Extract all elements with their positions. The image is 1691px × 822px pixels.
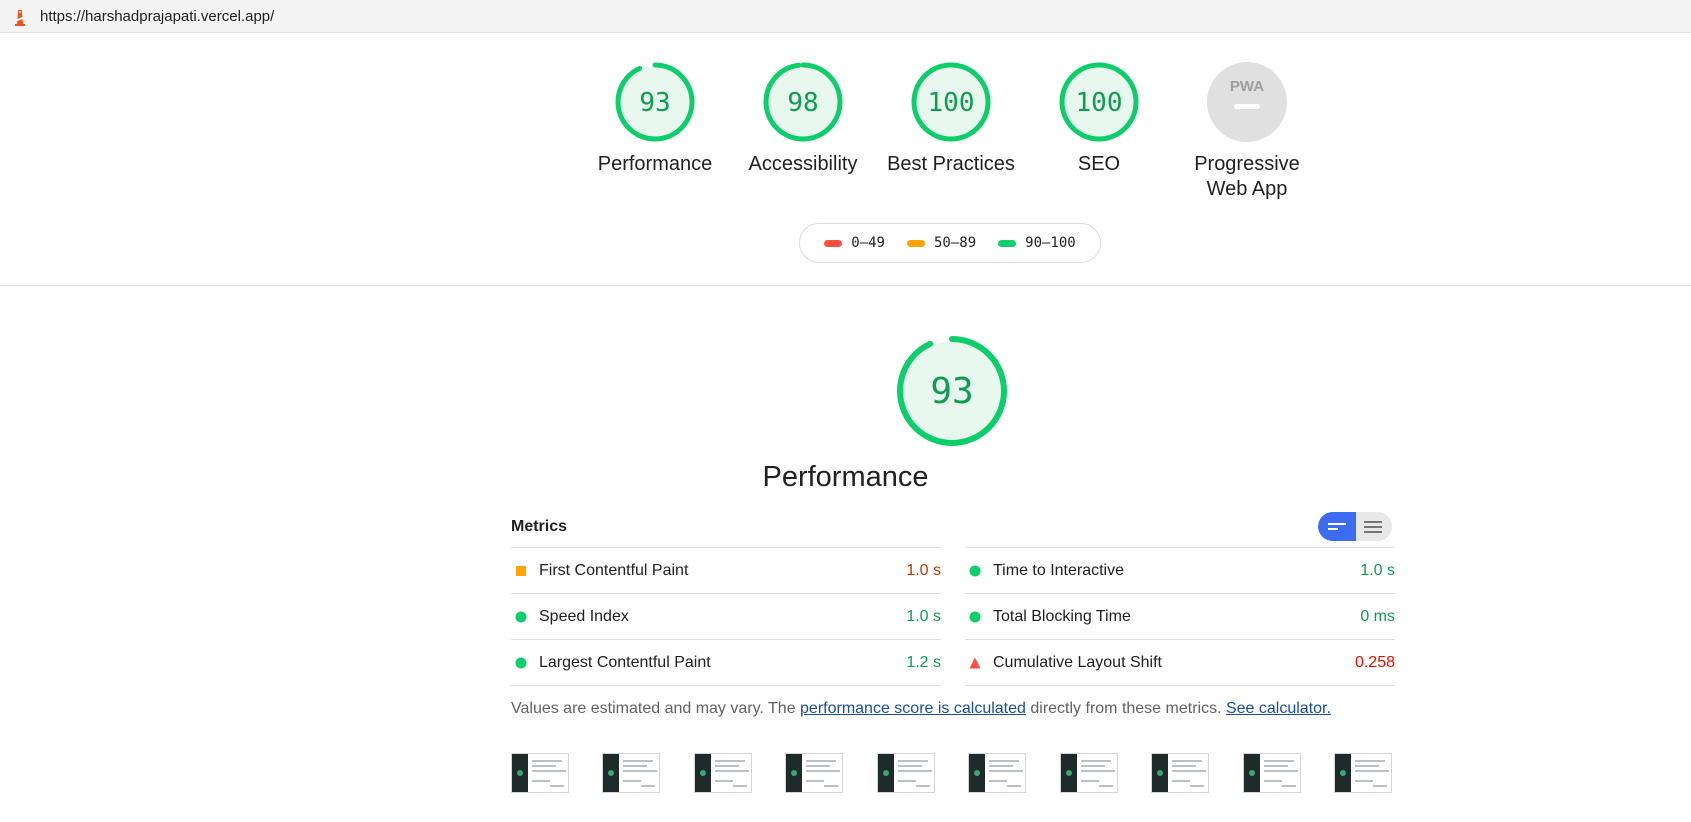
gauge-accessibility[interactable]: 98 Accessibility bbox=[733, 60, 873, 177]
metric-value: 1.0 s bbox=[906, 608, 941, 625]
legend-item-pass: 90–100 bbox=[998, 235, 1076, 251]
average-pill-icon bbox=[906, 239, 925, 247]
metric-row-tbt: Total Blocking Time 0 ms bbox=[965, 593, 1395, 639]
score-calculated-link[interactable]: performance score is calculated bbox=[800, 700, 1026, 717]
gauge-performance[interactable]: 93 Performance bbox=[585, 60, 725, 177]
gauge-label-performance: Performance bbox=[597, 153, 713, 175]
best-practices-score-gauge: 100 bbox=[911, 62, 991, 142]
gauge-label-pwa-line1: Progressive bbox=[1194, 153, 1300, 175]
fail-pill-icon bbox=[824, 239, 843, 247]
square-icon bbox=[516, 566, 526, 576]
filmstrip-frame bbox=[694, 753, 752, 793]
circle-icon bbox=[969, 611, 981, 623]
expanded-view-icon[interactable] bbox=[1364, 520, 1382, 534]
seo-score-gauge: 100 bbox=[1059, 62, 1139, 142]
metric-label: Cumulative Layout Shift bbox=[993, 654, 1162, 671]
filmstrip-frame bbox=[968, 753, 1026, 793]
filmstrip-frame bbox=[785, 753, 843, 793]
legend-item-average: 50–89 bbox=[906, 235, 977, 251]
filmstrip bbox=[511, 753, 1392, 795]
metrics-view-toggle[interactable] bbox=[1318, 512, 1392, 541]
metrics-column-right: Time to Interactive 1.0 s Total Blocking… bbox=[965, 547, 1395, 686]
toggle-compact-view-button[interactable] bbox=[1318, 512, 1356, 541]
metric-row-speed-index: Speed Index 1.0 s bbox=[511, 593, 941, 639]
address-bar[interactable]: https://harshadprajapati.vercel.app/ bbox=[0, 0, 1691, 33]
legend-label-average: 50–89 bbox=[933, 235, 977, 251]
metric-label: Speed Index bbox=[539, 608, 629, 625]
score-scale-legend: 0–49 50–89 90–100 bbox=[799, 223, 1101, 263]
gauge-pwa[interactable]: PWA Progressive Web App bbox=[1177, 60, 1317, 202]
performance-big-gauge: 93 bbox=[895, 334, 1009, 453]
metric-value: 1.0 s bbox=[906, 562, 941, 579]
metric-value: 0 ms bbox=[1360, 608, 1395, 625]
circle-icon bbox=[515, 611, 527, 623]
performance-score-gauge: 93 bbox=[615, 62, 695, 142]
pwa-badge-text: PWA bbox=[1230, 78, 1264, 95]
gauge-best-practices[interactable]: 100 Best Practices bbox=[881, 60, 1021, 177]
performance-score: 93 bbox=[639, 88, 670, 118]
seo-score: 100 bbox=[1076, 88, 1123, 118]
gauge-label-pwa: Progressive Web App bbox=[1177, 152, 1317, 202]
performance-title: Performance bbox=[762, 461, 929, 493]
metric-label: Largest Contentful Paint bbox=[539, 654, 711, 671]
metrics-heading: Metrics bbox=[511, 518, 568, 535]
best-practices-score: 100 bbox=[928, 88, 975, 118]
metric-row-tti: Time to Interactive 1.0 s bbox=[965, 547, 1395, 593]
accessibility-score: 98 bbox=[787, 88, 818, 118]
see-calculator-link[interactable]: See calculator. bbox=[1225, 700, 1331, 717]
note-middle: directly from these metrics. bbox=[1025, 700, 1226, 717]
metrics-disclaimer: Values are estimated and may vary. The p… bbox=[511, 700, 1331, 718]
pass-pill-icon bbox=[998, 239, 1017, 247]
note-prefix: Values are estimated and may vary. The bbox=[511, 700, 801, 717]
filmstrip-frame bbox=[877, 753, 935, 793]
section-divider bbox=[0, 285, 1691, 286]
filmstrip-frame bbox=[1060, 753, 1118, 793]
pwa-badge-icon: PWA bbox=[1207, 62, 1287, 142]
gauge-seo[interactable]: 100 SEO bbox=[1029, 60, 1169, 177]
lighthouse-icon bbox=[15, 10, 25, 26]
performance-big-score: 93 bbox=[930, 371, 973, 412]
accessibility-score-gauge: 98 bbox=[763, 62, 843, 142]
metric-label: First Contentful Paint bbox=[539, 562, 689, 579]
circle-icon bbox=[969, 565, 981, 577]
gauge-label-accessibility: Accessibility bbox=[748, 153, 858, 175]
metric-label: Total Blocking Time bbox=[993, 608, 1131, 625]
gauge-label-seo: SEO bbox=[1077, 153, 1121, 175]
metric-row-lcp: Largest Contentful Paint 1.2 s bbox=[511, 639, 941, 686]
filmstrip-frame bbox=[1151, 753, 1209, 793]
filmstrip-frame bbox=[511, 753, 569, 793]
metric-value: 1.0 s bbox=[1360, 562, 1395, 579]
metric-row-cls: Cumulative Layout Shift 0.258 bbox=[965, 639, 1395, 686]
gauge-label-best-practices: Best Practices bbox=[887, 153, 1015, 175]
legend-item-fail: 0–49 bbox=[824, 235, 885, 251]
url-text: https://harshadprajapati.vercel.app/ bbox=[40, 8, 275, 25]
triangle-icon bbox=[969, 657, 981, 669]
metric-value: 1.2 s bbox=[906, 654, 941, 671]
compact-view-icon bbox=[1328, 523, 1346, 530]
metric-value: 0.258 bbox=[1354, 654, 1395, 671]
metric-row-fcp: First Contentful Paint 1.0 s bbox=[511, 547, 941, 593]
filmstrip-frame bbox=[1334, 753, 1392, 793]
filmstrip-frame bbox=[602, 753, 660, 793]
circle-icon bbox=[515, 657, 527, 669]
metrics-column-left: First Contentful Paint 1.0 s Speed Index… bbox=[511, 547, 941, 686]
legend-label-pass: 90–100 bbox=[1025, 235, 1076, 251]
gauge-label-pwa-line2: Web App bbox=[1206, 178, 1288, 200]
metric-label: Time to Interactive bbox=[993, 562, 1125, 579]
performance-big-gauge-svg: 93 bbox=[897, 336, 1007, 446]
legend-label-fail: 0–49 bbox=[851, 235, 885, 251]
filmstrip-frame bbox=[1243, 753, 1301, 793]
